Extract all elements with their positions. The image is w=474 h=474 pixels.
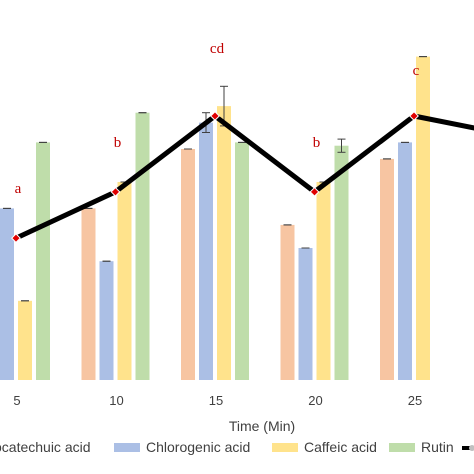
significance-letter: a (15, 181, 22, 197)
x-tick-labels: 5 10 15 20 25 (13, 393, 422, 408)
legend: ocatechuic acid Chlorogenic acid Caffeic a… (0, 439, 474, 455)
line-point-marker (409, 111, 419, 121)
bar-rutin-15 (235, 142, 249, 380)
legend-swatch (389, 443, 415, 452)
significance-letter: cd (210, 41, 225, 57)
bar-caffeic-acid-15 (217, 106, 231, 380)
legend-label: ocatechuic acid (0, 439, 91, 455)
trend-line-layer (11, 111, 474, 244)
x-tick-label: 20 (308, 393, 322, 408)
bar-caffeic-acid-5 (18, 300, 32, 380)
bar-rutin-5 (36, 142, 50, 380)
significance-letters-layer: a b cd b c (15, 41, 420, 197)
error-bars-layer (3, 56, 427, 302)
bar-protocatechuic-acid-20 (280, 224, 295, 380)
legend-swatch (272, 443, 298, 452)
line-point-marker (110, 186, 121, 197)
bar-caffeic-acid-10 (117, 182, 132, 380)
legend-label: Chlorogenic acid (146, 439, 250, 455)
trend-line (14, 113, 474, 241)
line-point-marker (11, 233, 21, 244)
x-axis-title: Time (Min) (229, 418, 295, 434)
x-tick-label: 15 (209, 393, 223, 408)
bar-protocatechuic-acid-25 (380, 158, 394, 380)
legend-item: Caffeic acid (272, 439, 377, 455)
bar-caffeic-acid-20 (316, 182, 331, 380)
significance-letter: b (313, 135, 321, 151)
bar-chlorogenic-acid-25 (398, 142, 412, 380)
x-tick-label: 25 (408, 393, 422, 408)
bar-protocatechuic-acid-10 (81, 208, 96, 380)
bar-chlorogenic-acid-15 (199, 122, 213, 380)
line-point-marker (210, 111, 220, 121)
bar-chlorogenic-acid-5 (0, 208, 14, 380)
bar-rutin-20 (334, 145, 349, 380)
legend-item: ocatechuic acid (0, 439, 91, 455)
legend-label: Caffeic acid (304, 439, 377, 455)
bar-rutin-10 (135, 112, 150, 380)
legend-item (462, 445, 474, 451)
error-bar (337, 138, 346, 153)
bars-layer (0, 56, 430, 380)
significance-letter: c (413, 63, 420, 79)
bar-chlorogenic-acid-10 (99, 261, 114, 380)
legend-item: Chlorogenic acid (114, 439, 250, 455)
bar-caffeic-acid-25 (416, 56, 430, 380)
bar-chlorogenic-acid-20 (298, 248, 313, 380)
legend-item: Rutin (389, 439, 454, 455)
legend-swatch (114, 443, 140, 452)
legend-marker (469, 445, 474, 451)
bar-protocatechuic-acid-15 (181, 149, 195, 380)
legend-label: Rutin (421, 439, 454, 455)
significance-letter: b (114, 135, 122, 151)
x-tick-label: 10 (109, 393, 123, 408)
x-tick-label: 5 (13, 393, 20, 408)
line-point-marker (309, 186, 320, 197)
